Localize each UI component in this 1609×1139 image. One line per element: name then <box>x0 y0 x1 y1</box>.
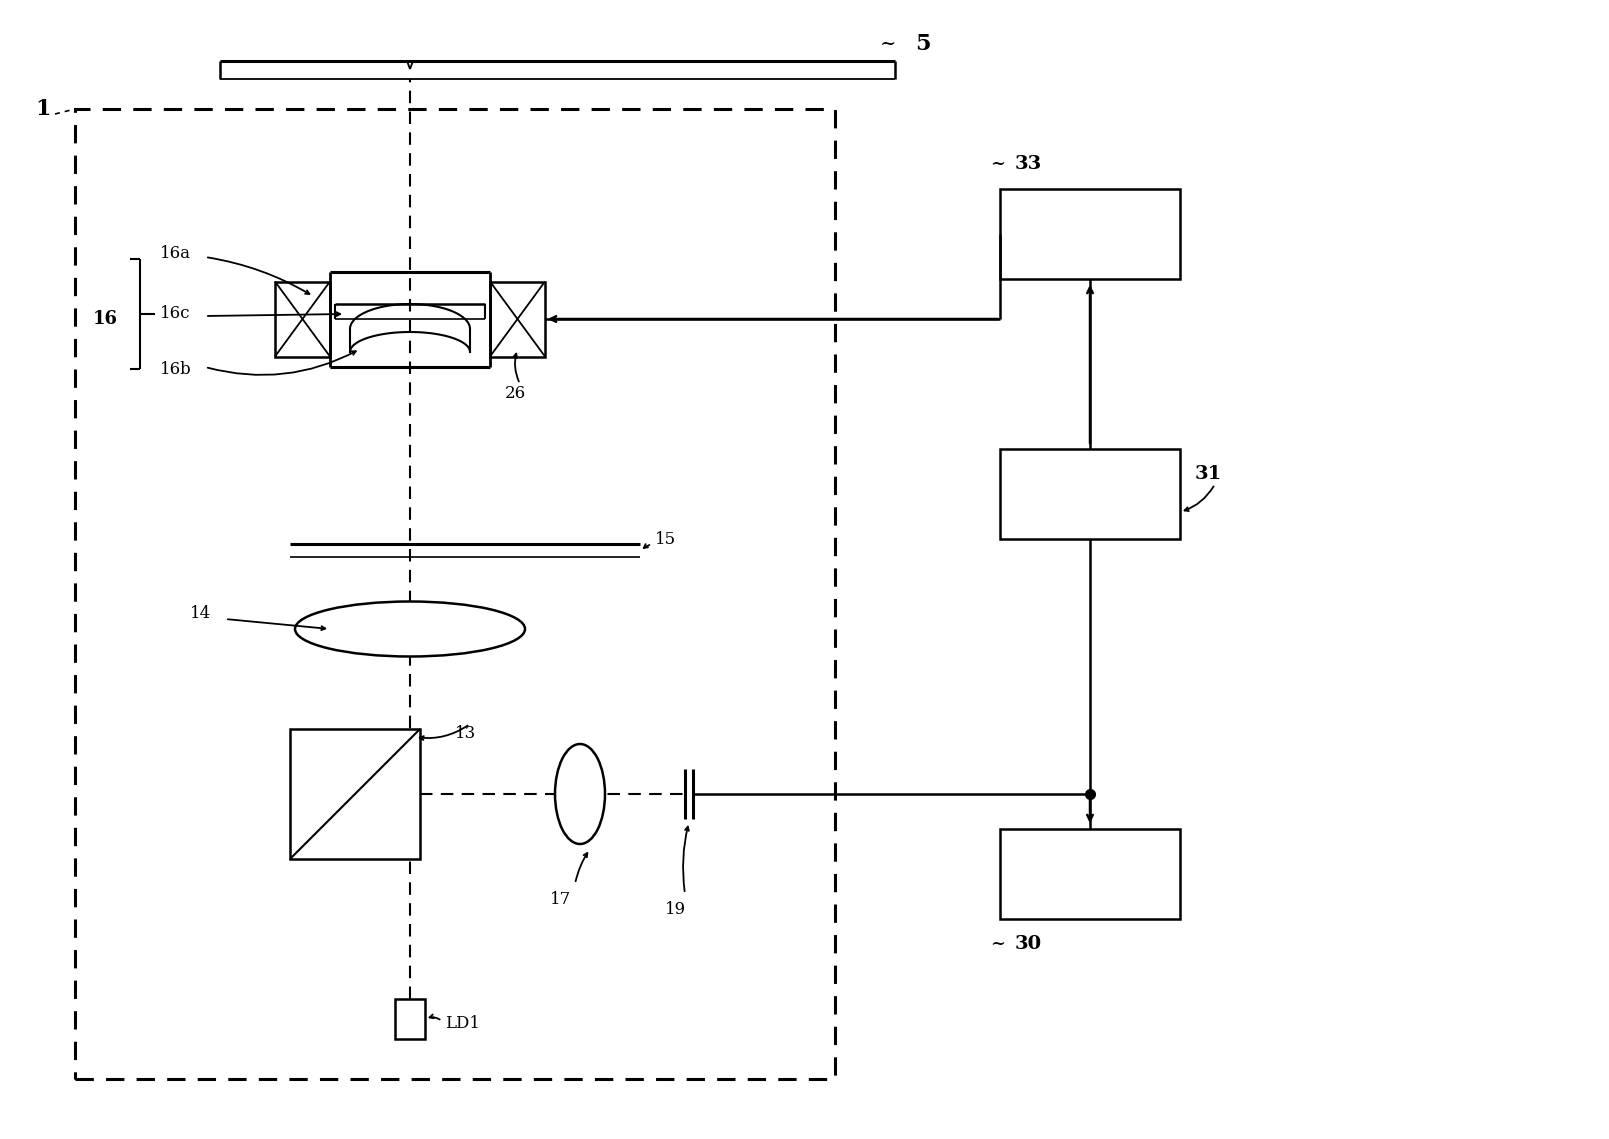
Bar <box>394 999 425 1039</box>
Text: 15: 15 <box>655 531 676 548</box>
Bar <box>290 729 420 859</box>
Text: 1: 1 <box>35 98 50 120</box>
Ellipse shape <box>555 744 605 844</box>
Bar <box>275 281 330 357</box>
Bar <box>1001 829 1179 919</box>
Text: 19: 19 <box>665 901 685 918</box>
Text: 16: 16 <box>92 310 117 328</box>
Text: LD1: LD1 <box>446 1016 479 1032</box>
Text: 13: 13 <box>455 726 476 743</box>
Text: ~: ~ <box>990 155 1006 173</box>
Bar <box>1001 449 1179 539</box>
Text: 16a: 16a <box>159 246 191 262</box>
Text: 30: 30 <box>1015 935 1043 953</box>
Text: 17: 17 <box>550 891 571 908</box>
Text: ~: ~ <box>990 935 1006 953</box>
Text: 33: 33 <box>1015 155 1043 173</box>
Text: 14: 14 <box>190 606 211 623</box>
Text: 26: 26 <box>505 385 526 402</box>
Bar <box>1001 189 1179 279</box>
Bar <box>491 281 545 357</box>
Ellipse shape <box>294 601 525 656</box>
Text: 16b: 16b <box>159 361 191 377</box>
Text: ~: ~ <box>880 35 896 54</box>
Bar <box>76 109 835 1079</box>
Text: 16c: 16c <box>159 305 190 322</box>
Text: 31: 31 <box>1195 465 1223 483</box>
Text: 5: 5 <box>916 33 930 55</box>
